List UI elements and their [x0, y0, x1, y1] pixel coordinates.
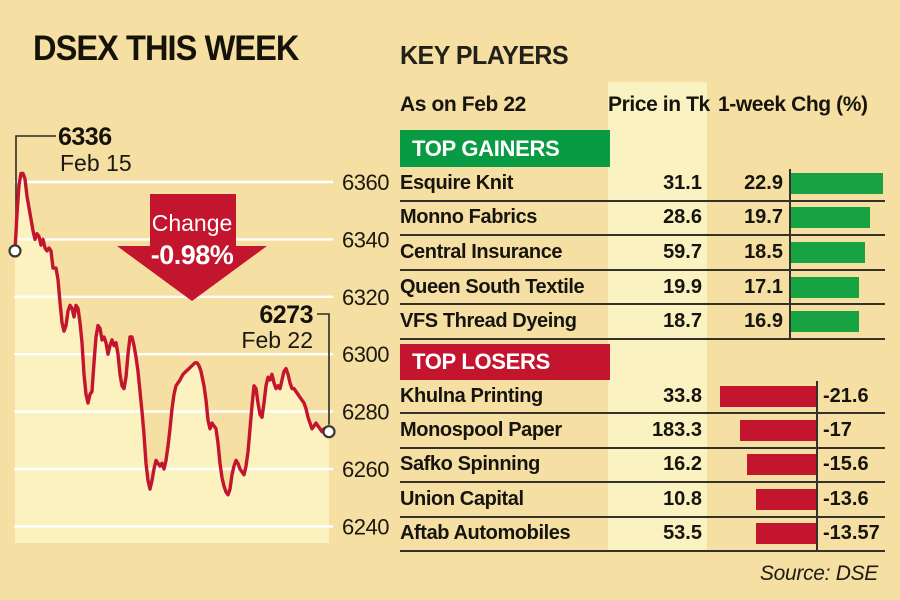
y-tick-label: 6360: [342, 170, 389, 195]
table-row: Monospool Paper 183.3 -17: [400, 414, 885, 449]
gainers-rows: Esquire Knit 31.1 22.9 Monno Fabrics 28.…: [400, 167, 885, 340]
stock-name: Khulna Printing: [400, 384, 543, 407]
gainers-axis-line: [789, 169, 791, 340]
stock-name: Aftab Automobiles: [400, 522, 571, 545]
table-row: Khulna Printing 33.8 -21.6: [400, 380, 885, 415]
stock-price: 31.1: [663, 171, 702, 194]
y-tick-label: 6300: [342, 342, 389, 367]
y-tick-label: 6260: [342, 457, 389, 482]
end-value-label: 6273: [259, 301, 313, 329]
stock-price: 183.3: [651, 419, 702, 442]
table-row: Union Capital 10.8 -13.6: [400, 483, 885, 518]
table-row: Monno Fabrics 28.6 19.7: [400, 202, 885, 237]
y-tick-label: 6320: [342, 285, 389, 310]
table-row: Safko Spinning 16.2 -15.6: [400, 449, 885, 484]
top-gainers-banner: TOP GAINERS: [400, 130, 610, 167]
loss-bar: [747, 454, 817, 476]
stock-price: 16.2: [663, 453, 702, 476]
table-row: Esquire Knit 31.1 22.9: [400, 167, 885, 202]
stock-chg: -13.57: [823, 522, 880, 545]
loss-bar: [720, 385, 817, 407]
stock-name: Monospool Paper: [400, 419, 562, 442]
stock-chg: -21.6: [823, 384, 869, 407]
table-row: VFS Thread Dyeing 18.7 16.9: [400, 305, 885, 340]
gain-bar: [791, 241, 865, 263]
end-marker: [322, 425, 336, 439]
start-marker: [8, 244, 22, 258]
stock-price: 33.8: [663, 384, 702, 407]
losers-rows: Khulna Printing 33.8 -21.6 Monospool Pap…: [400, 380, 885, 552]
stock-chg: -13.6: [823, 487, 869, 510]
key-players-title: KEY PLAYERS: [400, 40, 569, 70]
top-losers-banner: TOP LOSERS: [400, 344, 610, 380]
stock-price: 59.7: [663, 240, 702, 263]
stock-name: Esquire Knit: [400, 171, 513, 194]
stock-chg: 18.5: [744, 240, 783, 263]
stock-name: Central Insurance: [400, 240, 563, 263]
change-label: Change: [152, 210, 233, 236]
change-value: -0.98%: [151, 240, 234, 270]
stock-price: 18.7: [663, 310, 702, 333]
top-losers-banner-label: TOP LOSERS: [412, 349, 551, 374]
start-date-label: Feb 15: [60, 150, 132, 176]
source-label: Source: DSE: [759, 562, 878, 585]
stock-chg: 19.7: [744, 206, 783, 229]
gain-bar: [791, 311, 859, 333]
y-tick-label: 6280: [342, 400, 389, 425]
stock-name: Safko Spinning: [400, 453, 540, 476]
price-column-band: [608, 82, 707, 552]
col-header-name: As on Feb 22: [400, 93, 526, 116]
end-leader-line: [317, 313, 330, 425]
stock-name: Queen South Textile: [400, 275, 585, 298]
table-row: Queen South Textile 19.9 17.1: [400, 271, 885, 306]
stock-name: VFS Thread Dyeing: [400, 310, 577, 333]
stock-price: 53.5: [663, 522, 702, 545]
chart-area-fill: [15, 173, 329, 543]
stock-chg: 16.9: [744, 310, 783, 333]
change-arrow: [117, 194, 267, 301]
stock-price: 28.6: [663, 206, 702, 229]
stock-chg: 22.9: [744, 171, 783, 194]
stock-price: 19.9: [663, 275, 702, 298]
stock-name: Union Capital: [400, 487, 524, 510]
top-gainers-banner-label: TOP GAINERS: [412, 136, 560, 161]
loss-bar: [740, 420, 817, 442]
loss-bar: [756, 488, 817, 510]
y-tick-label: 6240: [342, 514, 389, 539]
y-tick-label: 6340: [342, 227, 389, 252]
stock-chg: -17: [823, 419, 852, 442]
stock-name: Monno Fabrics: [400, 206, 538, 229]
gain-bar: [791, 172, 883, 194]
col-header-chg: 1-week Chg (%): [718, 93, 868, 116]
losers-axis-line: [816, 381, 818, 552]
end-date-label: Feb 22: [241, 327, 313, 353]
stock-chg: -15.6: [823, 453, 869, 476]
start-value-label: 6336: [58, 123, 112, 151]
stock-price: 10.8: [663, 487, 702, 510]
dsex-line: [13, 171, 331, 497]
table-row: Aftab Automobiles 53.5 -13.57: [400, 518, 885, 552]
gain-bar: [791, 276, 859, 298]
page-title: DSEX THIS WEEK: [33, 29, 299, 68]
stock-chg: 17.1: [744, 275, 783, 298]
col-header-price: Price in Tk: [608, 93, 710, 116]
gain-bar: [791, 207, 870, 229]
loss-bar: [756, 523, 817, 545]
table-row: Central Insurance 59.7 18.5: [400, 236, 885, 271]
